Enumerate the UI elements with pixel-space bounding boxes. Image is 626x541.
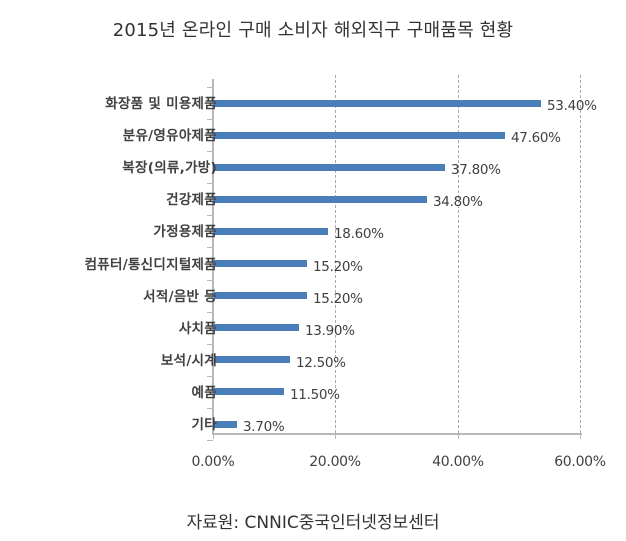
chart-title: 2015년 온라인 구매 소비자 해외직구 구매품목 현황 bbox=[112, 20, 514, 41]
x-tick bbox=[580, 433, 581, 439]
value-label: 37.80% bbox=[451, 162, 501, 178]
y-tick bbox=[207, 376, 213, 377]
y-tick bbox=[207, 280, 213, 281]
x-tick-label: 20.00% bbox=[309, 454, 361, 470]
bar bbox=[214, 132, 505, 139]
y-tick bbox=[207, 87, 213, 88]
category-label: 보석/시계 bbox=[160, 353, 217, 369]
category-label: 분유/영유아제품 bbox=[122, 128, 217, 144]
source-note: 자료원: CNNIC중국인터넷정보센터 bbox=[186, 513, 440, 533]
y-tick bbox=[207, 183, 213, 184]
value-label: 13.90% bbox=[305, 323, 355, 339]
value-label: 11.50% bbox=[290, 387, 340, 403]
y-axis-line bbox=[212, 79, 214, 435]
category-label: 사치품 bbox=[178, 321, 217, 337]
y-tick bbox=[207, 408, 213, 409]
y-tick bbox=[207, 440, 213, 441]
y-tick bbox=[207, 344, 213, 345]
value-label: 18.60% bbox=[334, 226, 384, 242]
bar bbox=[214, 421, 237, 428]
x-tick-label: 60.00% bbox=[554, 454, 606, 470]
category-label: 기타 bbox=[191, 417, 217, 433]
bar bbox=[214, 164, 445, 171]
gridline bbox=[458, 75, 459, 433]
value-label: 12.50% bbox=[296, 355, 346, 371]
x-tick bbox=[335, 433, 336, 439]
bar bbox=[214, 356, 290, 363]
category-label: 화장품 및 미용제품 bbox=[105, 96, 217, 112]
x-tick-label: 0.00% bbox=[191, 454, 235, 470]
y-tick bbox=[207, 215, 213, 216]
bar bbox=[214, 292, 307, 299]
y-tick bbox=[207, 151, 213, 152]
value-label: 15.20% bbox=[313, 259, 363, 275]
bar bbox=[214, 260, 307, 267]
x-tick-label: 40.00% bbox=[432, 454, 484, 470]
value-label: 53.40% bbox=[547, 98, 597, 114]
bar bbox=[214, 228, 328, 235]
x-axis-line bbox=[212, 433, 582, 435]
y-tick bbox=[207, 119, 213, 120]
category-label: 예품 bbox=[191, 385, 217, 401]
value-label: 47.60% bbox=[511, 130, 561, 146]
category-label: 컴퓨터/통신디지털제품 bbox=[84, 257, 217, 273]
value-label: 3.70% bbox=[243, 419, 285, 435]
x-tick bbox=[213, 433, 214, 439]
y-tick bbox=[207, 247, 213, 248]
category-label: 가정용제품 bbox=[153, 224, 217, 240]
bar bbox=[214, 388, 284, 395]
gridline bbox=[580, 75, 581, 433]
value-label: 34.80% bbox=[433, 194, 483, 210]
category-label: 서적/음반 등 bbox=[143, 289, 217, 305]
y-tick bbox=[207, 312, 213, 313]
value-label: 15.20% bbox=[313, 291, 363, 307]
bar bbox=[214, 100, 541, 107]
category-label: 건강제품 bbox=[166, 192, 217, 208]
bar bbox=[214, 324, 299, 331]
x-tick bbox=[458, 433, 459, 439]
gridline bbox=[335, 75, 336, 433]
category-label: 복장(의류,가방) bbox=[122, 160, 217, 176]
bar bbox=[214, 196, 427, 203]
